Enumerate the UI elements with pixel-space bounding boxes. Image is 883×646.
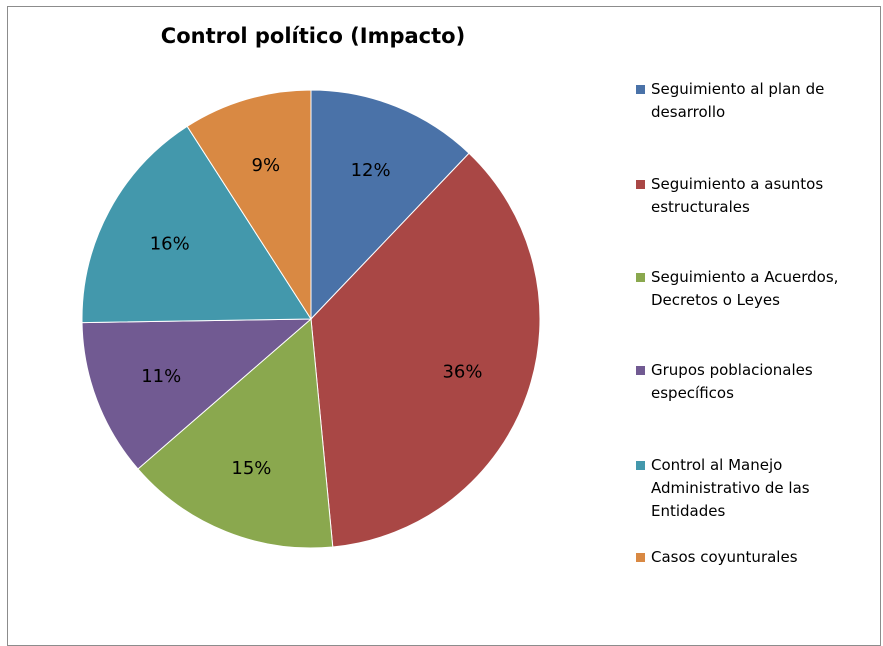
slice-percent-label: 12% — [351, 160, 391, 181]
legend-label: Grupos poblacionales específicos — [651, 361, 813, 402]
legend-label: Seguimiento a Acuerdos, Decretos o Leyes — [651, 268, 839, 309]
pie-slice — [137, 317, 334, 549]
legend-label: Control al Manejo Administrativo de las … — [651, 456, 810, 520]
legend-swatch — [636, 366, 645, 375]
pie-chart: 12% 36% 15% 11% 16% 9% — [81, 89, 541, 549]
slice-percent-label: 9% — [252, 155, 281, 176]
slice-percent-label: 11% — [141, 366, 181, 387]
legend-label: Casos coyunturales — [651, 548, 798, 566]
legend-swatch — [636, 273, 645, 282]
slice-percent-label: 16% — [150, 233, 190, 254]
slice-percent-label: 36% — [442, 361, 482, 382]
chart-title: Control político (Impacto) — [160, 24, 466, 48]
legend-label: Seguimiento a asuntos estructurales — [651, 175, 824, 216]
legend-label: Seguimiento al plan de desarrollo — [651, 80, 825, 121]
legend-swatch — [636, 461, 645, 470]
legend-swatch — [636, 85, 645, 94]
legend-swatch — [636, 553, 645, 562]
pie-slice — [81, 318, 313, 470]
legend-swatch — [636, 180, 645, 189]
pie-slice — [186, 89, 312, 321]
pie-slice — [310, 152, 541, 548]
slice-percent-label: 15% — [231, 458, 271, 479]
pie-slice — [81, 125, 312, 324]
pie-slice — [310, 89, 470, 321]
